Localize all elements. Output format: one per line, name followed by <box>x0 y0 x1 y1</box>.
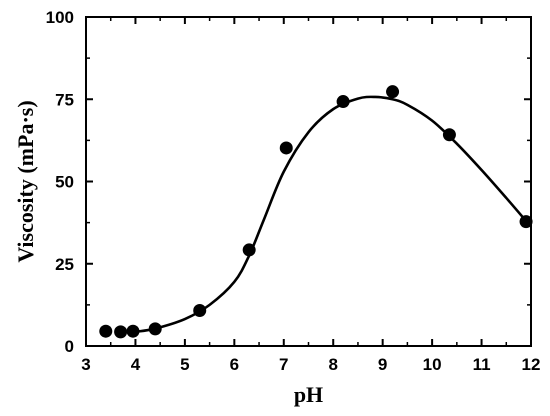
data-points-layer <box>99 85 533 339</box>
data-point <box>442 128 456 142</box>
data-point <box>126 324 140 338</box>
x-axis-title: pH <box>294 382 323 407</box>
data-point <box>519 215 533 229</box>
x-tick-label: 5 <box>180 355 189 374</box>
data-point <box>193 303 207 317</box>
data-point <box>99 324 113 338</box>
data-point <box>114 325 128 339</box>
y-axis-title: Viscosity (mPa·s) <box>13 100 38 262</box>
x-tick-label: 10 <box>423 355 442 374</box>
x-tick-label: 12 <box>522 355 541 374</box>
data-point <box>336 95 350 109</box>
axes: 3 4 5 6 7 8 9 10 11 12 0 25 50 75 100 <box>46 8 541 374</box>
data-point <box>386 85 400 99</box>
y-tick-label: 50 <box>55 173 74 192</box>
data-point <box>148 322 162 336</box>
fit-curve <box>135 95 528 334</box>
x-tick-label: 3 <box>81 355 90 374</box>
x-tick-label: 6 <box>230 355 239 374</box>
x-tick-label: 4 <box>131 355 141 374</box>
fit-curve-layer <box>135 95 528 334</box>
x-tick-label: 7 <box>279 355 288 374</box>
plot-frame <box>85 16 532 347</box>
y-tick-label: 100 <box>46 8 74 27</box>
y-tick-label: 0 <box>65 337 74 356</box>
x-tick-label: 8 <box>328 355 337 374</box>
data-point <box>279 141 293 155</box>
y-tick-label: 75 <box>55 90 74 109</box>
y-tick-label: 25 <box>55 255 74 274</box>
x-tick-label: 11 <box>473 355 491 374</box>
x-tick-label: 9 <box>378 355 387 374</box>
data-point <box>242 243 256 257</box>
